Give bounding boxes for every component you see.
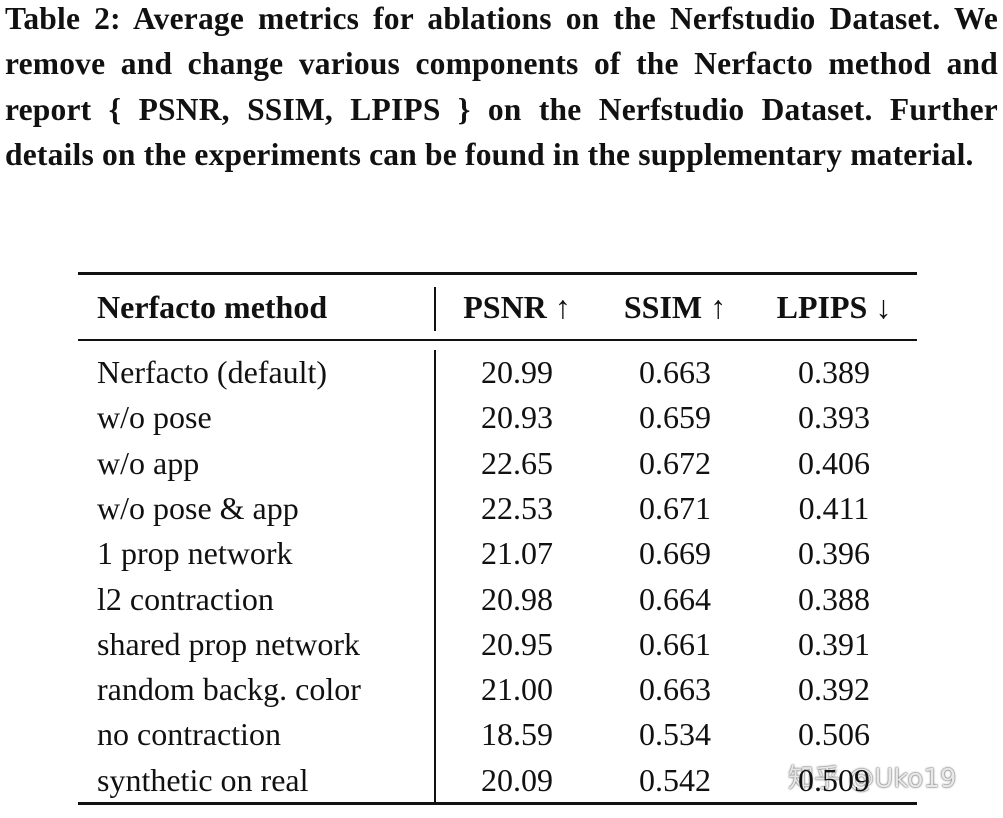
method-cell: random backg. color xyxy=(97,671,361,708)
metric-cell: 0.389 xyxy=(798,354,870,390)
method-cell: no contraction xyxy=(97,716,281,753)
metric-cell: 0.542 xyxy=(639,761,711,798)
metric-cell: 0.406 xyxy=(798,444,870,481)
metric-cell: 0.663 xyxy=(639,671,711,708)
column-header: Nerfacto method xyxy=(97,289,328,325)
metric-cell: 0.392 xyxy=(798,671,870,708)
method-cell: w/o pose & app xyxy=(97,489,299,526)
method-cell: shared prop network xyxy=(97,625,361,662)
metric-cell: 0.534 xyxy=(639,716,711,753)
method-cell: w/o app xyxy=(97,444,200,481)
metric-cell: 22.65 xyxy=(481,444,553,481)
metric-cell: 0.663 xyxy=(639,354,711,390)
metric-cell: 0.391 xyxy=(798,625,870,662)
method-cell: l2 contraction xyxy=(97,580,274,617)
metric-cell: 0.661 xyxy=(639,625,711,662)
metric-cell: 20.99 xyxy=(481,354,553,390)
metric-cell: 0.659 xyxy=(639,399,711,436)
metric-cell: 0.393 xyxy=(798,399,870,436)
column-header: SSIM ↑ xyxy=(623,289,727,325)
metric-cell: 0.388 xyxy=(798,580,870,617)
method-cell: Nerfacto (default) xyxy=(97,354,328,390)
metric-cell: 20.98 xyxy=(481,580,553,617)
column-header: PSNR ↑ xyxy=(463,289,571,325)
metric-cell: 0.506 xyxy=(798,716,870,753)
metric-cell: 0.672 xyxy=(639,444,711,481)
column-header: LPIPS ↓ xyxy=(776,289,892,325)
metric-cell: 0.396 xyxy=(798,535,870,572)
bottom-rule xyxy=(78,802,917,805)
metric-cell: 0.411 xyxy=(798,489,870,526)
metric-cell: 0.664 xyxy=(639,580,711,617)
method-cell: 1 prop network xyxy=(97,535,293,572)
column-separator xyxy=(434,287,436,331)
metric-cell: 20.09 xyxy=(481,761,553,798)
method-cell: w/o pose xyxy=(97,399,212,436)
metric-cell: 21.00 xyxy=(481,671,553,708)
metric-cell: 20.93 xyxy=(481,399,553,436)
column-separator xyxy=(434,350,436,802)
table-caption: Table 2: Average metrics for ablations o… xyxy=(5,1,998,172)
metric-cell: 22.53 xyxy=(481,489,553,526)
metric-cell: 0.671 xyxy=(639,489,711,526)
metric-cell: 18.59 xyxy=(481,716,553,753)
metric-cell: 21.07 xyxy=(481,535,553,572)
metric-cell: 20.95 xyxy=(481,625,553,662)
metric-cell: 0.669 xyxy=(639,535,711,572)
metric-cell: 0.509 xyxy=(798,761,870,798)
method-cell: synthetic on real xyxy=(97,761,309,798)
mid-rule xyxy=(78,339,917,341)
watermark: 知乎 @Uko19 xyxy=(788,764,957,794)
top-rule xyxy=(78,272,917,275)
